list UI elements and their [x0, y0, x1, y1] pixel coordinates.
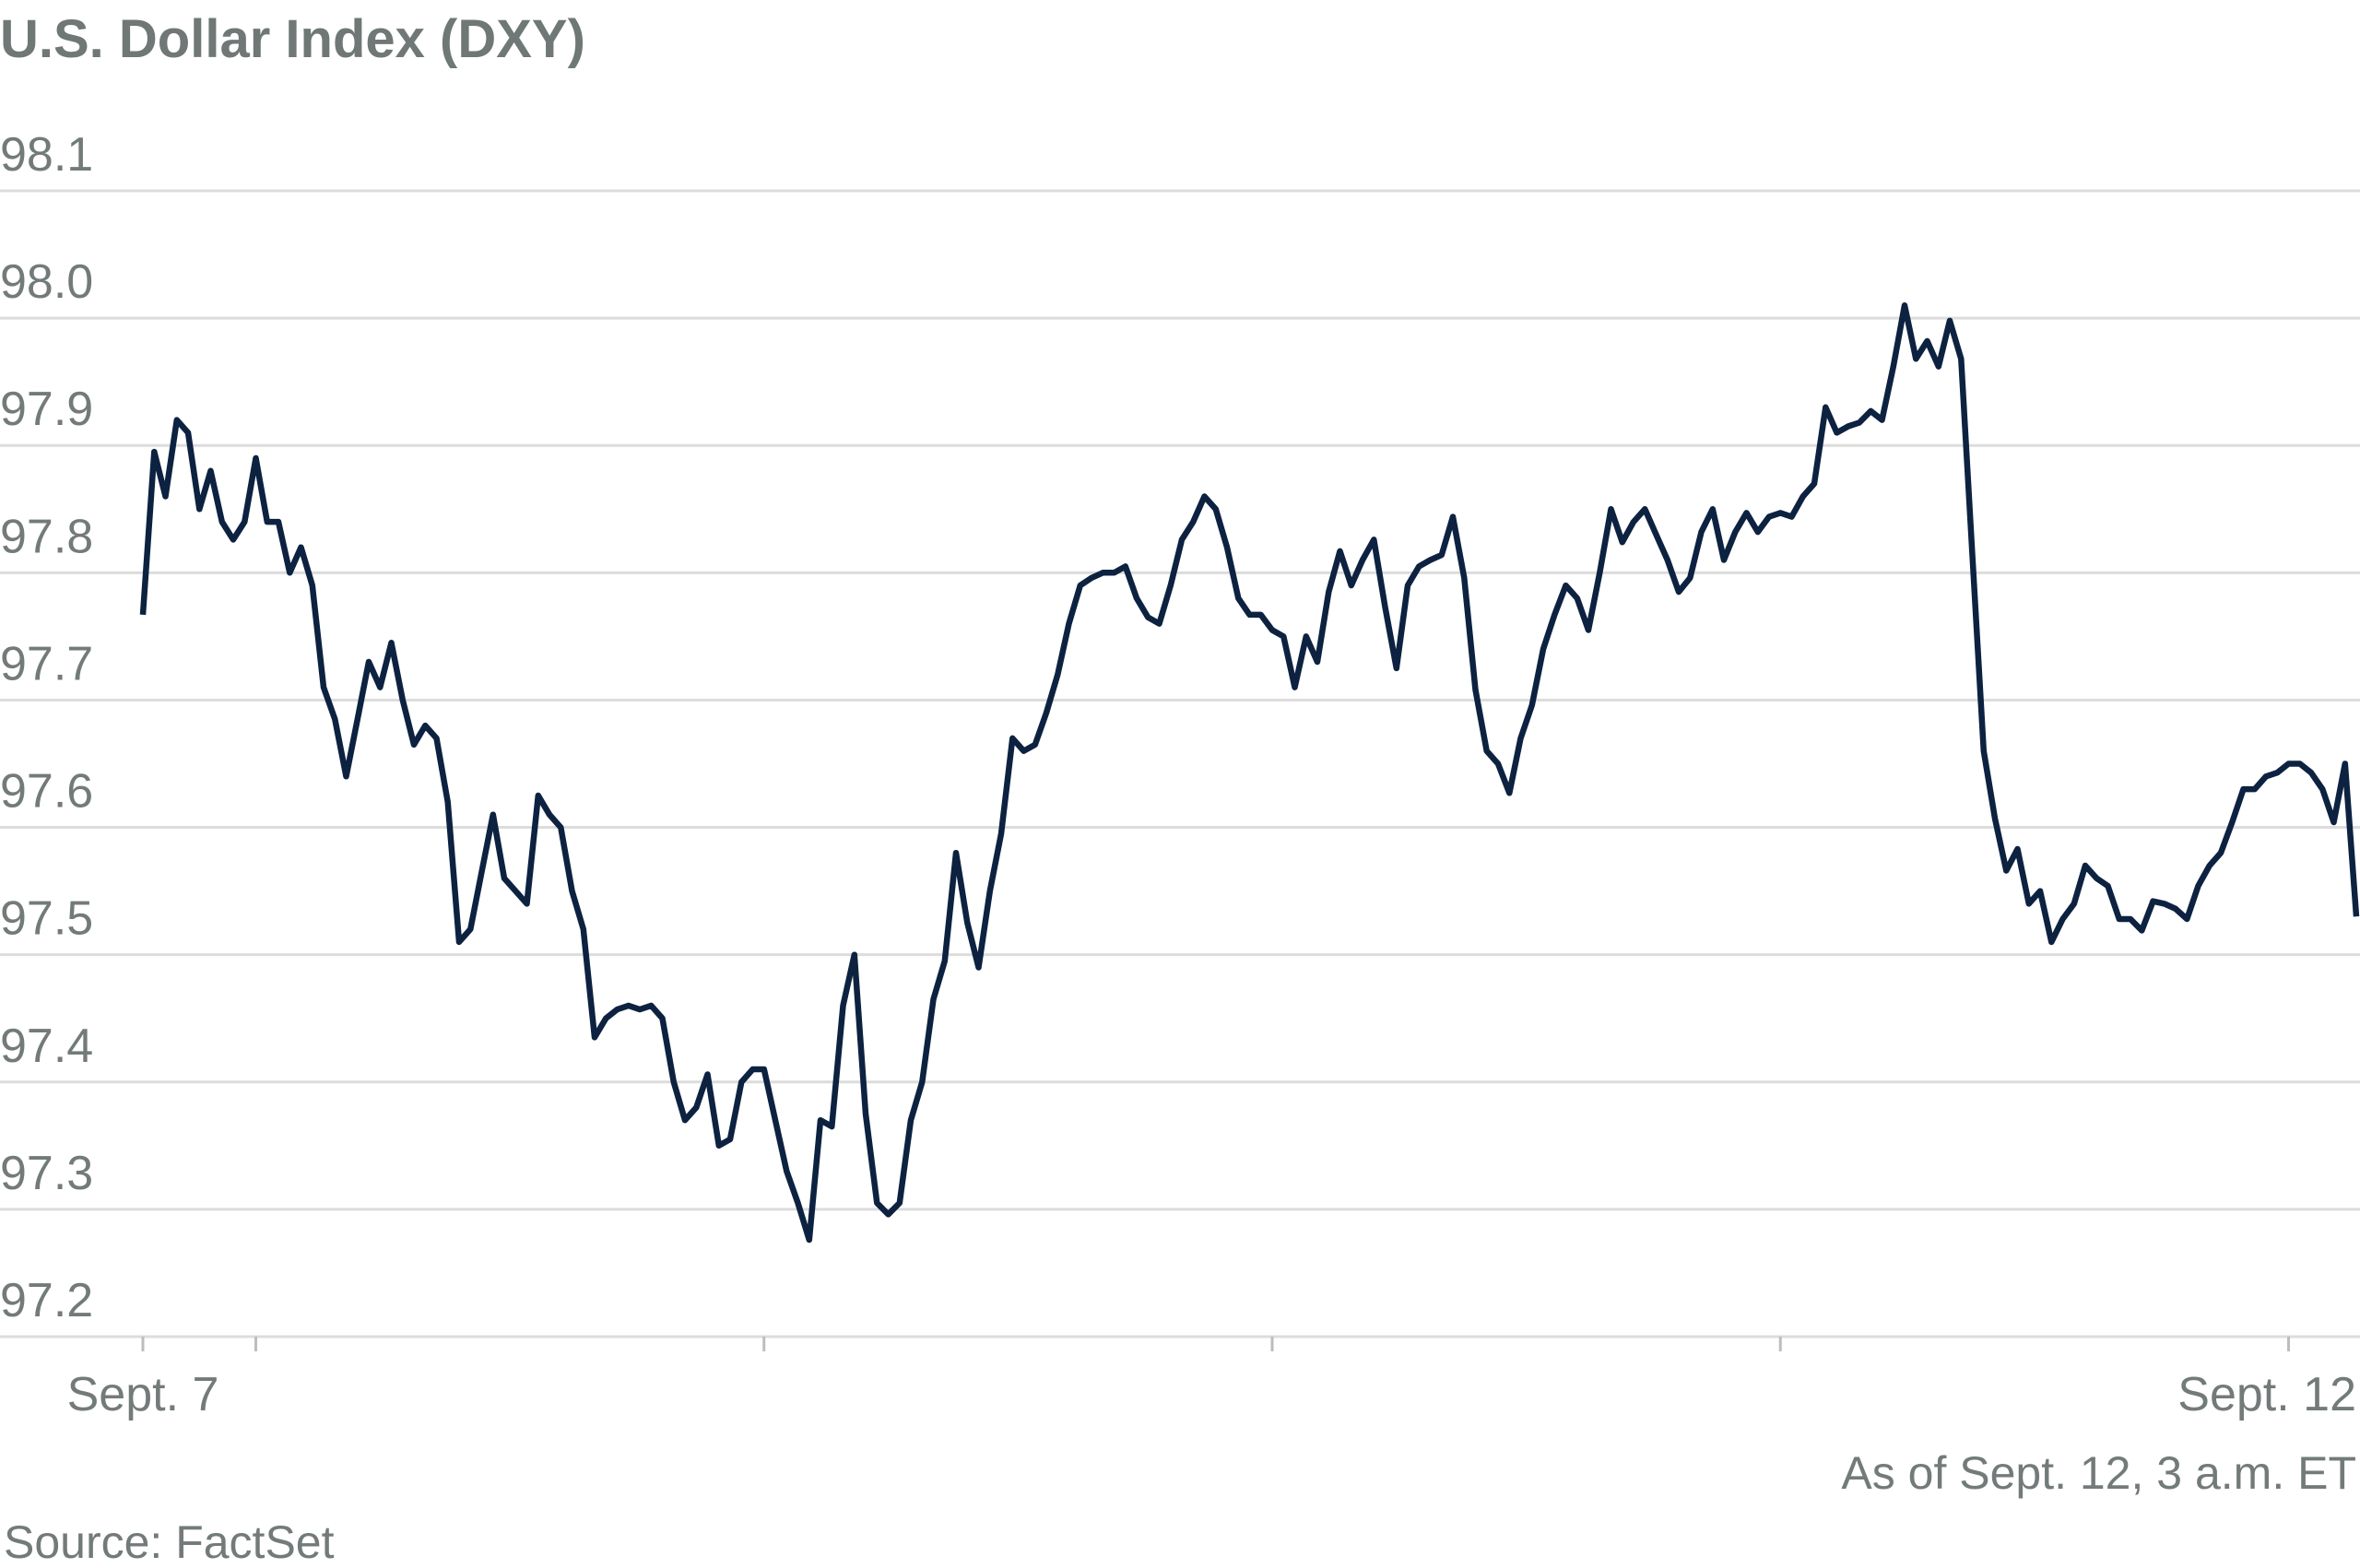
- y-tick-label: 97.2: [0, 1274, 93, 1327]
- x-tick-label: Sept. 7: [67, 1368, 219, 1421]
- y-tick-label: 97.9: [0, 383, 93, 436]
- y-tick-label: 97.8: [0, 510, 93, 563]
- y-tick-label: 98.0: [0, 255, 93, 309]
- y-tick-label: 97.4: [0, 1020, 93, 1073]
- y-tick-label: 97.3: [0, 1147, 93, 1200]
- source: Source: FactSet: [4, 1516, 335, 1568]
- note: As of Sept. 12, 3 a.m. ET: [1841, 1447, 2356, 1499]
- data-line: [139, 302, 2360, 1244]
- y-tick-label: 97.7: [0, 637, 93, 690]
- chart-title: U.S. Dollar Index (DXY): [0, 9, 585, 69]
- y-tick-label: 97.5: [0, 892, 93, 946]
- x-tick-label: Sept. 12: [2177, 1368, 2356, 1421]
- y-tick-label: 97.6: [0, 765, 93, 819]
- y-tick-label: 98.1: [0, 128, 93, 182]
